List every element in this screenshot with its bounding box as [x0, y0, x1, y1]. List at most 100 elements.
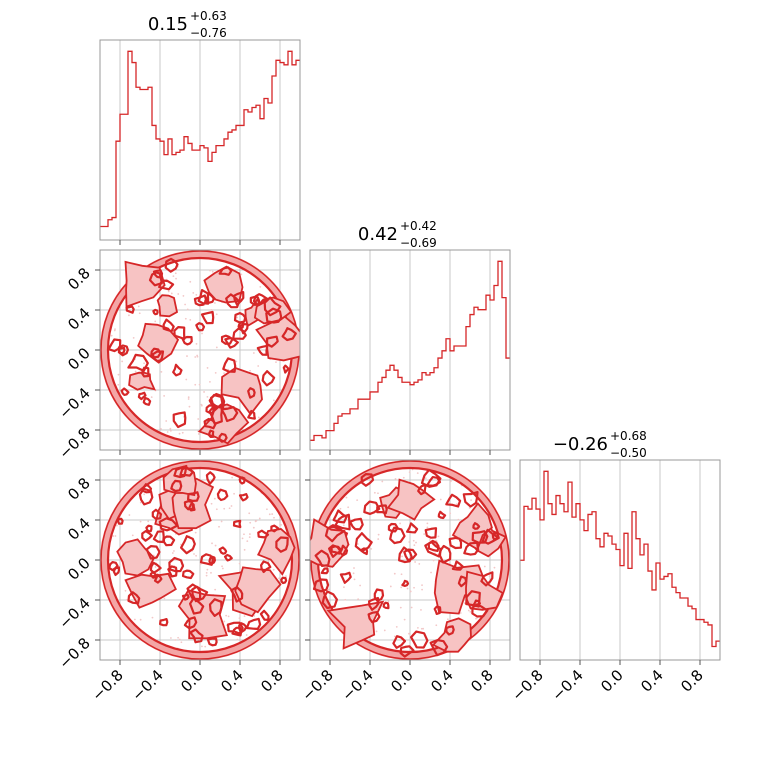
sample-point	[400, 586, 403, 589]
contour-loop	[205, 471, 216, 485]
sample-point	[449, 512, 452, 515]
y-tick-label: −0.4	[55, 384, 93, 422]
sample-point	[243, 533, 245, 536]
contour-loop	[220, 334, 234, 345]
sample-point	[201, 645, 203, 648]
contour-loop	[127, 353, 149, 372]
x-tick-label: 0.8	[257, 666, 287, 696]
sample-point	[128, 314, 130, 317]
sample-point	[395, 625, 398, 628]
sample-point	[457, 518, 460, 521]
sample-point	[248, 536, 251, 539]
contour-loop	[225, 293, 241, 309]
sample-point	[240, 273, 243, 276]
contour-panel-1: −0.8−0.4 0.0 0.4 0.8	[55, 249, 301, 463]
contour-loop	[195, 322, 206, 332]
density-region	[220, 366, 263, 416]
contour-loop	[222, 357, 237, 373]
sample-point	[418, 563, 421, 565]
x-tick-label: 0.8	[677, 666, 707, 696]
sample-point	[139, 501, 142, 504]
sample-point	[353, 578, 356, 581]
y-tick-label: −0.4	[55, 594, 93, 632]
sample-point	[422, 627, 425, 630]
sample-point	[416, 472, 419, 475]
contour-loop	[257, 529, 270, 539]
sample-point	[413, 544, 416, 547]
x-tick-label: 0.8	[467, 666, 497, 696]
contour-loop	[127, 591, 141, 605]
x-tick-label: 0.0	[387, 666, 417, 696]
x-tick-label: −0.4	[338, 666, 376, 704]
contour-loop	[223, 553, 233, 562]
contour-loop	[167, 565, 178, 578]
sample-point	[220, 520, 223, 523]
sample-point	[205, 571, 208, 574]
sample-point	[206, 568, 209, 571]
sample-point	[428, 539, 431, 541]
contour-loop	[164, 257, 179, 273]
sample-point	[185, 378, 188, 381]
contour-loop	[238, 323, 249, 335]
contour-loop	[367, 611, 381, 624]
sample-point	[215, 508, 218, 511]
sample-point	[166, 431, 169, 433]
contour-loop	[252, 293, 268, 307]
contour-loop	[158, 517, 179, 532]
contour-panel-3: −0.8 −0.4 0.0 0.4 0.8	[298, 459, 511, 705]
contour-loop	[220, 406, 239, 423]
sample-point	[214, 371, 217, 374]
contour-loop	[387, 522, 399, 533]
sample-point	[249, 533, 251, 535]
sample-point	[160, 371, 163, 373]
sample-point	[467, 609, 470, 612]
sample-point	[174, 639, 177, 641]
sample-point	[389, 585, 392, 588]
param-title-plus: +0.68	[610, 429, 647, 443]
histogram-panel-1: 0.15 +0.63 −0.76	[99, 9, 301, 245]
sample-point	[410, 606, 413, 609]
sample-point	[370, 548, 373, 550]
sample-point	[394, 478, 397, 480]
contour-loop	[281, 327, 297, 342]
sample-point	[430, 571, 432, 574]
sample-point	[402, 476, 405, 479]
sample-point	[209, 269, 211, 272]
sample-point	[213, 302, 216, 304]
contour-loop	[153, 573, 163, 584]
y-tick-label: 0.8	[64, 474, 94, 504]
sample-point	[196, 354, 199, 357]
contour-loop	[112, 566, 120, 576]
sample-point	[432, 559, 435, 562]
param-title-plus: +0.63	[190, 9, 227, 23]
contour-loop	[280, 576, 288, 585]
contour-loop	[462, 491, 479, 508]
contour-loop	[108, 561, 119, 572]
sample-point	[408, 471, 411, 474]
contour-loop	[149, 561, 162, 574]
sample-point	[177, 293, 180, 295]
sample-point	[137, 305, 140, 308]
param-title-minus: −0.69	[400, 236, 437, 250]
contour-loop	[463, 541, 480, 556]
sample-point	[117, 383, 120, 386]
sample-point	[468, 507, 471, 509]
sample-point	[150, 396, 153, 399]
density-region	[234, 566, 282, 614]
sample-point	[206, 367, 209, 369]
sample-point	[210, 502, 213, 505]
sample-point	[163, 395, 166, 397]
contour-loop	[429, 639, 449, 657]
contour-loop	[481, 528, 500, 545]
contour-loop	[275, 536, 289, 553]
sample-point	[359, 584, 362, 587]
contour-loop	[445, 625, 455, 636]
sample-point	[215, 313, 218, 316]
sample-point	[131, 534, 134, 537]
sample-point	[221, 565, 223, 568]
contour-loop	[417, 483, 427, 496]
contour-loop	[238, 493, 249, 502]
sample-point	[271, 513, 274, 515]
x-tick-label: 0.0	[597, 666, 627, 696]
